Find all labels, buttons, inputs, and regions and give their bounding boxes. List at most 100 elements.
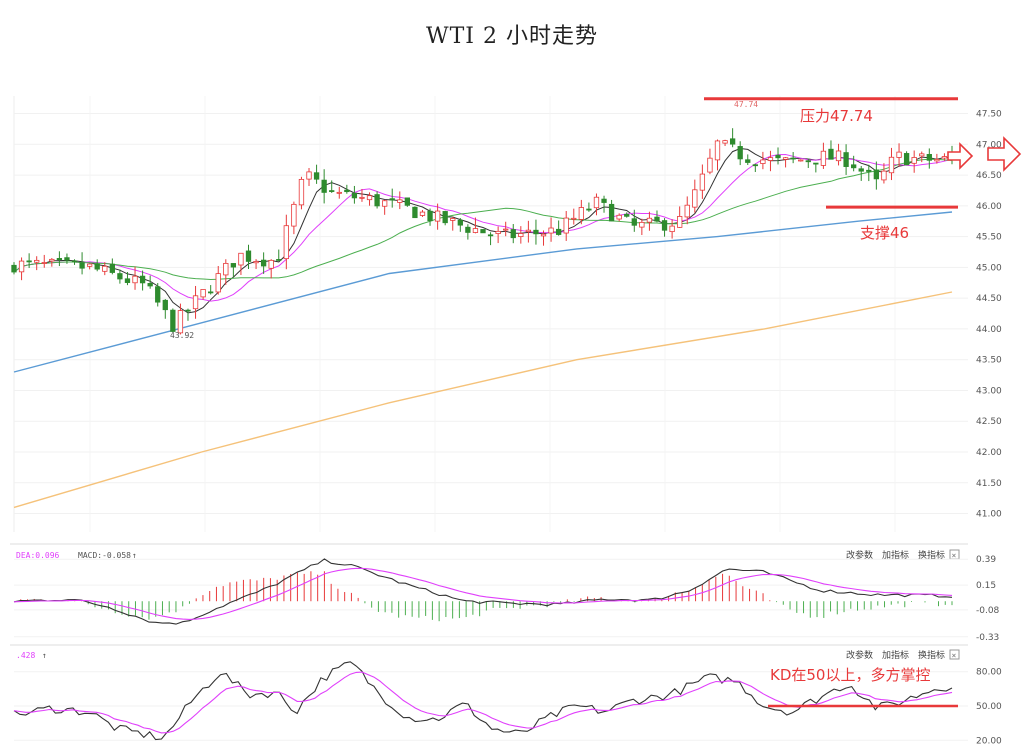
candle-body xyxy=(820,150,827,166)
candle-body xyxy=(472,228,479,233)
candle-body xyxy=(298,178,305,206)
candle-body xyxy=(253,261,259,264)
candle-body xyxy=(26,260,32,263)
ma-line-orange xyxy=(13,291,953,509)
candle-body xyxy=(881,170,887,181)
candle-body xyxy=(321,179,327,193)
candle-body xyxy=(729,138,736,145)
macd-y-tick-label: 0.39 xyxy=(976,555,996,565)
candle-body xyxy=(563,217,569,234)
y-tick-label: 43.00 xyxy=(976,386,1002,396)
close-icon[interactable] xyxy=(949,649,960,660)
macd-y-tick-label: -0.08 xyxy=(976,606,1000,616)
candle-body xyxy=(147,282,153,287)
candle-body xyxy=(866,169,872,172)
candle-body xyxy=(49,258,55,262)
candle-body xyxy=(911,157,917,164)
candle-body xyxy=(41,262,47,264)
kd-panel: .428 ↑ 改参数 加指标 换指标 × 80.00 50.00 20.00 KD在50以上，多方… xyxy=(10,644,1002,746)
candle-body xyxy=(124,278,131,283)
candle-body xyxy=(427,210,433,222)
candle-body xyxy=(34,259,40,263)
candle-body xyxy=(525,229,532,233)
candle-body xyxy=(798,159,804,162)
kd-annotation: KD在50以上，多方掌控 xyxy=(770,666,930,684)
candle-body xyxy=(434,210,441,222)
candle-body xyxy=(745,159,751,163)
candle-body xyxy=(238,252,244,266)
candle-body xyxy=(805,160,811,163)
y-tick-label: 46.00 xyxy=(976,202,1002,212)
candle-body xyxy=(903,153,910,166)
macd-dif-line xyxy=(13,558,953,625)
candle-body xyxy=(873,169,880,180)
kd-y-tick-label: 20.00 xyxy=(976,736,1002,746)
candle-body xyxy=(291,203,297,227)
candle-body xyxy=(215,273,221,293)
candle-body xyxy=(185,309,191,312)
candle-body xyxy=(692,189,698,208)
macd-y-tick-label: -0.33 xyxy=(976,633,999,643)
candle-body xyxy=(487,234,494,237)
candle-body xyxy=(503,228,509,231)
candle-body xyxy=(639,221,645,228)
candle-body xyxy=(941,156,948,159)
candle-body xyxy=(767,157,774,161)
macd-button-2[interactable]: 换指标 xyxy=(918,549,945,561)
candle-body xyxy=(260,259,267,267)
candle-body xyxy=(578,207,584,220)
candle-body xyxy=(714,140,721,161)
macd-dea-line xyxy=(13,567,953,620)
candle-body xyxy=(896,151,902,158)
main-y-axis: 47.50 47.00 46.50 46.00 45.50 45.00 44.50 44.00… xyxy=(976,110,1002,520)
candle-body xyxy=(56,258,63,261)
candle-body xyxy=(601,198,607,203)
candle-body xyxy=(533,229,539,235)
candle-body xyxy=(540,233,547,237)
candle-body xyxy=(170,309,176,332)
candle-body xyxy=(851,164,857,169)
candle-body xyxy=(835,150,842,162)
y-tick-label: 43.50 xyxy=(976,356,1002,366)
kd-button-0[interactable]: 改参数 xyxy=(846,649,873,661)
candle-body xyxy=(919,153,925,157)
candle-body xyxy=(669,225,675,233)
candle-body xyxy=(684,204,690,218)
close-icon: × xyxy=(952,551,957,560)
candle-body xyxy=(555,228,562,235)
y-tick-label: 42.00 xyxy=(976,448,1002,458)
candle-body xyxy=(86,263,93,267)
main-annotations: 压力47.74 47.74 支撑46 43.92 xyxy=(170,97,1022,340)
candle-body xyxy=(571,217,577,220)
candle-body xyxy=(888,156,895,174)
y-tick-label: 44.50 xyxy=(976,294,1002,304)
candle-body xyxy=(71,260,78,263)
kd-y-tick-label: 80.00 xyxy=(976,668,1002,678)
kd-y-tick-label: 50.00 xyxy=(976,702,1002,712)
candle-body xyxy=(382,200,388,207)
candle-body xyxy=(18,260,25,273)
y-tick-label: 45.50 xyxy=(976,233,1002,243)
candle-body xyxy=(359,196,365,199)
candle-body xyxy=(926,153,932,161)
candle-body xyxy=(329,190,335,192)
macd-button-0[interactable]: 改参数 xyxy=(846,549,873,561)
chart-title: WTI 2 小时走势 xyxy=(426,24,598,49)
candle-body xyxy=(177,310,184,334)
kd-button-2[interactable]: 换指标 xyxy=(918,649,945,661)
candle-body xyxy=(374,194,380,207)
candle-body xyxy=(495,230,501,234)
candle-body xyxy=(442,211,448,224)
up-arrow-icon: ↑ xyxy=(42,651,47,660)
candle-body xyxy=(707,157,713,173)
kd-button-1[interactable]: 加指标 xyxy=(882,649,909,661)
candle-body xyxy=(699,173,706,191)
up-arrow-icon: ↑ xyxy=(132,551,137,560)
low-price-label: 43.92 xyxy=(170,331,194,340)
candle-body xyxy=(283,225,289,260)
macd-value-label: MACD:-0.058 xyxy=(78,551,131,560)
candle-body xyxy=(223,262,229,276)
candle-body xyxy=(843,152,849,167)
macd-button-1[interactable]: 加指标 xyxy=(882,549,909,561)
